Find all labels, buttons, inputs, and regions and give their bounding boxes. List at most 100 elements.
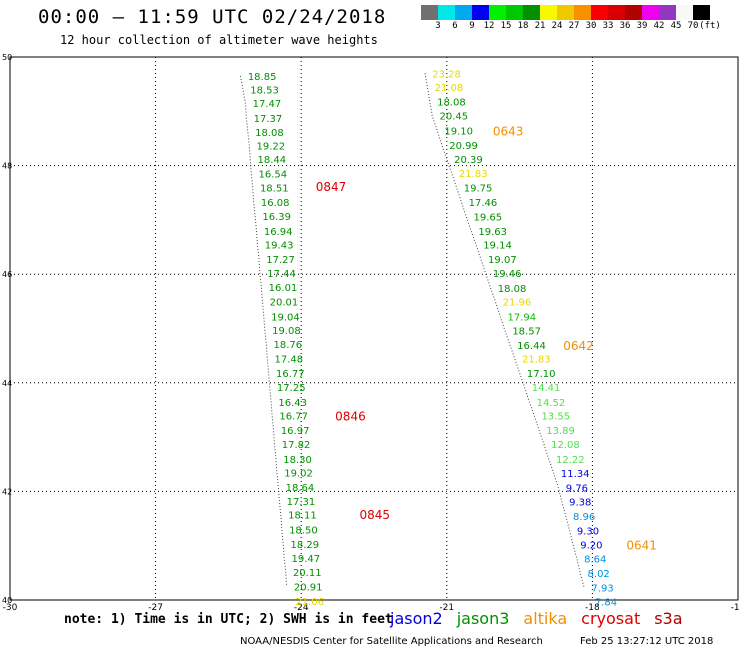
color-scale-label: 39 [636, 21, 648, 31]
color-scale-label: 36 [619, 21, 631, 31]
color-scale-cell [540, 5, 557, 20]
wave-height-label: 23.28 [432, 69, 461, 80]
color-scale-label: 27 [568, 21, 580, 31]
wave-height-label: 13.89 [546, 426, 575, 437]
wave-height-label: 16.43 [278, 398, 307, 409]
color-scale-label: 30 [585, 21, 597, 31]
wave-height-label: 17.46 [469, 198, 498, 209]
wave-height-label: 18.50 [289, 525, 318, 536]
wave-height-label: 16.94 [264, 227, 293, 238]
legend-item-altika: altika [523, 609, 568, 628]
wave-height-label: 19.47 [291, 554, 320, 565]
wave-height-label: 21.83 [522, 354, 551, 365]
legend-item-cryosat: cryosat [581, 609, 641, 628]
credit-text: NOAA/NESDIS Center for Satellite Applica… [240, 636, 543, 647]
timestamp-text: Feb 25 13:27:12 UTC 2018 [580, 636, 714, 647]
color-scale-cell [472, 5, 489, 20]
wave-height-label: 8.64 [584, 555, 606, 566]
legend-item-jason2: jason2 [390, 609, 443, 628]
wave-height-label: 18.08 [255, 128, 284, 139]
x-tick-label: -24 [294, 603, 309, 613]
y-tick-label: 50 [2, 53, 12, 62]
wave-height-label: 17.44 [267, 269, 296, 280]
wave-height-label: 17.82 [282, 440, 311, 451]
plot-frame [9, 56, 739, 601]
wave-height-label: 21.08 [435, 83, 464, 94]
x-tick-label: -18 [585, 603, 600, 613]
wave-height-label: 19.65 [473, 213, 502, 224]
color-scale-label: 45 [670, 21, 682, 31]
wave-height-label: 19.22 [257, 142, 286, 153]
wave-height-label: 16.77 [279, 411, 308, 422]
wave-height-label: 9.30 [577, 526, 599, 537]
wave-height-label: 16.08 [261, 198, 290, 209]
wave-height-label: 18.51 [260, 183, 289, 194]
color-scale-cell [489, 5, 506, 20]
wave-height-label: 21.96 [503, 297, 532, 308]
color-scale-label: 21 [534, 21, 546, 31]
page-subtitle: 12 hour collection of altimeter wave hei… [60, 33, 378, 47]
wave-height-label: 11.34 [561, 469, 590, 480]
color-scale-label: 70 [687, 21, 699, 31]
y-tick-label: 42 [2, 487, 12, 496]
color-scale-label: 24 [551, 21, 563, 31]
wave-height-label: 20.11 [293, 568, 322, 579]
track-line-2 [424, 73, 585, 588]
wave-height-label: 20.01 [270, 297, 299, 308]
wave-height-label: 17.10 [527, 369, 556, 380]
track-line-1 [240, 75, 288, 587]
y-tick-label: 44 [2, 379, 12, 388]
color-scale-cell [693, 5, 710, 20]
wave-height-label: 16.54 [258, 170, 287, 181]
wave-height-label: 18.85 [248, 72, 277, 83]
y-tick-label: 48 [2, 162, 12, 171]
wave-height-label: 19.75 [464, 183, 493, 194]
wave-height-label: 18.08 [498, 284, 527, 295]
wave-height-label: 9.38 [569, 498, 591, 509]
color-scale-label: 6 [452, 21, 458, 31]
color-scale-cell [625, 5, 642, 20]
color-scale-label: 9 [469, 21, 475, 31]
y-tick-label: 46 [2, 270, 12, 279]
wave-height-label: 8.96 [573, 512, 595, 523]
wave-height-label: 18.57 [512, 327, 541, 338]
wave-height-label: 17.47 [253, 99, 282, 110]
color-scale-cell [455, 5, 472, 20]
wave-height-label: 14.41 [532, 383, 561, 394]
legend-item-jason3: jason3 [456, 609, 510, 628]
wave-height-label: 18.64 [286, 483, 315, 494]
wave-height-label: 13.55 [541, 411, 570, 422]
x-tick-label: -30 [3, 603, 18, 613]
wave-height-label: 19.63 [478, 227, 507, 238]
wave-height-label: 18.53 [250, 86, 279, 97]
wave-height-label: 19.14 [483, 240, 512, 251]
color-scale-label: 12 [483, 21, 495, 31]
color-scale-label: 18 [517, 21, 529, 31]
wave-height-label: 18.29 [291, 540, 320, 551]
wave-height-label: 17.25 [277, 383, 306, 394]
pass-time-label: 0642 [563, 339, 594, 353]
page-title: 00:00 – 11:59 UTC 02/24/2018 [38, 6, 387, 28]
wave-height-label: 17.27 [266, 255, 295, 266]
wave-height-label: 19.43 [265, 240, 294, 251]
wave-height-label: 20.99 [449, 141, 478, 152]
x-tick-label: -27 [148, 603, 163, 613]
wave-height-label: 20.39 [454, 155, 483, 166]
wave-height-label: 16.39 [262, 212, 291, 223]
wave-height-label: 21.06 [295, 597, 324, 608]
color-scale-label: 42 [653, 21, 665, 31]
wave-height-label: 17.37 [254, 114, 283, 125]
satellite-legend: jason2 jason3 altika cryosat s3a [390, 609, 697, 628]
wave-height-label: 12.08 [551, 440, 580, 451]
wave-height-label: 21.83 [459, 169, 488, 180]
wave-height-label: 7.93 [591, 584, 613, 595]
wave-height-label: 18.44 [258, 155, 287, 166]
pass-time-label: 0641 [626, 539, 657, 553]
color-scale-cell [506, 5, 523, 20]
wave-height-label: 12.22 [556, 455, 585, 466]
wave-height-label: 17.48 [275, 354, 304, 365]
wave-height-label: 9.20 [580, 541, 602, 552]
color-scale-cell [659, 5, 676, 20]
wave-height-label: 19.02 [284, 468, 313, 479]
